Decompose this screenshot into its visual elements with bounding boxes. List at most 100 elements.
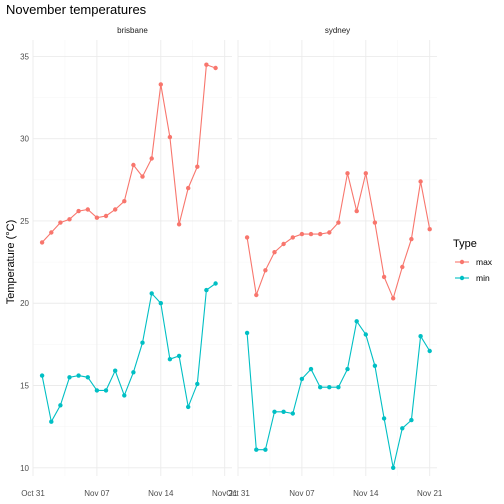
data-point-max (263, 268, 268, 273)
data-point-min (363, 332, 368, 337)
data-point-min (409, 417, 414, 423)
data-point-min (131, 370, 136, 375)
data-point-min (94, 388, 100, 393)
data-point-max (122, 199, 127, 204)
x-tick-label: Oct 31 (226, 489, 250, 498)
x-tick-label: Nov 14 (353, 489, 379, 498)
data-point-min (290, 411, 295, 416)
panel-sydney: sydney Oct 31 Nov 07 Nov 14 Nov 21 (226, 26, 443, 498)
x-tick-label: Oct 31 (21, 489, 45, 498)
data-point-min (103, 388, 109, 393)
data-point-min (85, 375, 91, 380)
data-point-max (272, 250, 277, 255)
data-point-max (149, 156, 154, 161)
data-point-min (195, 381, 200, 387)
data-point-min (327, 385, 332, 390)
data-point-min (167, 357, 173, 362)
data-point-min (140, 340, 145, 345)
data-point-max (195, 164, 200, 169)
data-point-min (381, 416, 387, 421)
data-point-min (149, 291, 154, 296)
data-point-max (336, 220, 341, 225)
facet-label: sydney (325, 26, 350, 35)
data-point-min (244, 330, 250, 336)
data-point-min (158, 301, 163, 306)
facet-panels: brisbane 10 15 20 25 30 35 Oct 31 Nov 07 Nov 14 No… (20, 26, 443, 498)
data-point-min (400, 426, 405, 431)
data-point-max (418, 179, 423, 184)
data-point-min (391, 465, 396, 470)
data-point-max (158, 82, 163, 87)
data-point-max (39, 240, 45, 245)
x-tick-label: Nov 14 (148, 489, 174, 498)
y-tick-label: 25 (20, 217, 29, 226)
data-point-min (336, 385, 341, 390)
series-line-min (246, 319, 431, 468)
legend-title: Type (453, 238, 477, 250)
data-point-max (67, 217, 72, 222)
y-tick-label: 35 (20, 52, 29, 61)
data-point-max (131, 162, 136, 168)
data-point-max (327, 230, 332, 235)
data-point-min (272, 409, 277, 414)
data-point-max (363, 171, 368, 176)
legend-label: min (476, 273, 490, 283)
data-point-min (39, 373, 45, 378)
chart-title: November temperatures (6, 2, 147, 17)
data-point-min (49, 419, 54, 424)
data-point-max (381, 274, 387, 280)
y-axis-title: Temperature (°C) (5, 220, 17, 304)
data-point-max (113, 207, 118, 212)
panel-brisbane: brisbane 10 15 20 25 30 35 Oct 31 Nov 07 Nov 14 No… (20, 26, 238, 498)
data-point-max (372, 220, 378, 225)
data-point-min (318, 385, 323, 390)
data-point-min (176, 353, 182, 359)
data-point-max (409, 236, 414, 242)
data-point-max (140, 174, 145, 179)
data-point-max (281, 241, 286, 247)
x-tick-label: Nov 07 (84, 489, 110, 498)
data-point-max (400, 264, 405, 270)
facet-label: brisbane (117, 26, 148, 35)
data-point-min (418, 334, 423, 339)
data-point-max (213, 65, 218, 71)
data-point-max (308, 231, 314, 237)
legend-label: max (476, 257, 493, 267)
data-point-min (427, 348, 432, 354)
data-point-max (354, 208, 359, 214)
data-point-min (204, 287, 209, 293)
data-point-max (94, 215, 100, 220)
data-point-min (345, 366, 350, 372)
data-point-max (49, 230, 54, 235)
data-point-min (186, 404, 191, 410)
data-point-min (213, 281, 218, 286)
data-point-max (299, 231, 305, 237)
data-point-min (76, 373, 81, 378)
data-point-min (67, 375, 72, 380)
series-line-max (246, 173, 431, 300)
y-tick-label: 10 (20, 464, 29, 473)
data-point-min (308, 366, 314, 372)
data-point-min (113, 368, 118, 373)
data-point-max (85, 207, 91, 212)
y-tick-label: 30 (20, 135, 29, 144)
legend-item-max: max (455, 257, 493, 267)
data-point-max (204, 62, 209, 67)
data-point-min (372, 363, 378, 368)
data-point-max (58, 220, 63, 225)
data-point-max (76, 208, 81, 214)
legend: Type max min (453, 238, 493, 283)
data-point-min (281, 409, 286, 414)
legend-item-min: min (455, 273, 490, 283)
data-point-min (354, 319, 359, 324)
x-tick-label: Nov 07 (289, 489, 315, 498)
data-point-max (345, 171, 350, 176)
data-point-min (263, 447, 268, 452)
data-point-min (122, 393, 127, 398)
x-tick-label: Nov 21 (417, 489, 443, 498)
data-point-max (427, 227, 432, 232)
y-tick-label: 15 (20, 382, 29, 391)
data-point-max (176, 222, 182, 227)
